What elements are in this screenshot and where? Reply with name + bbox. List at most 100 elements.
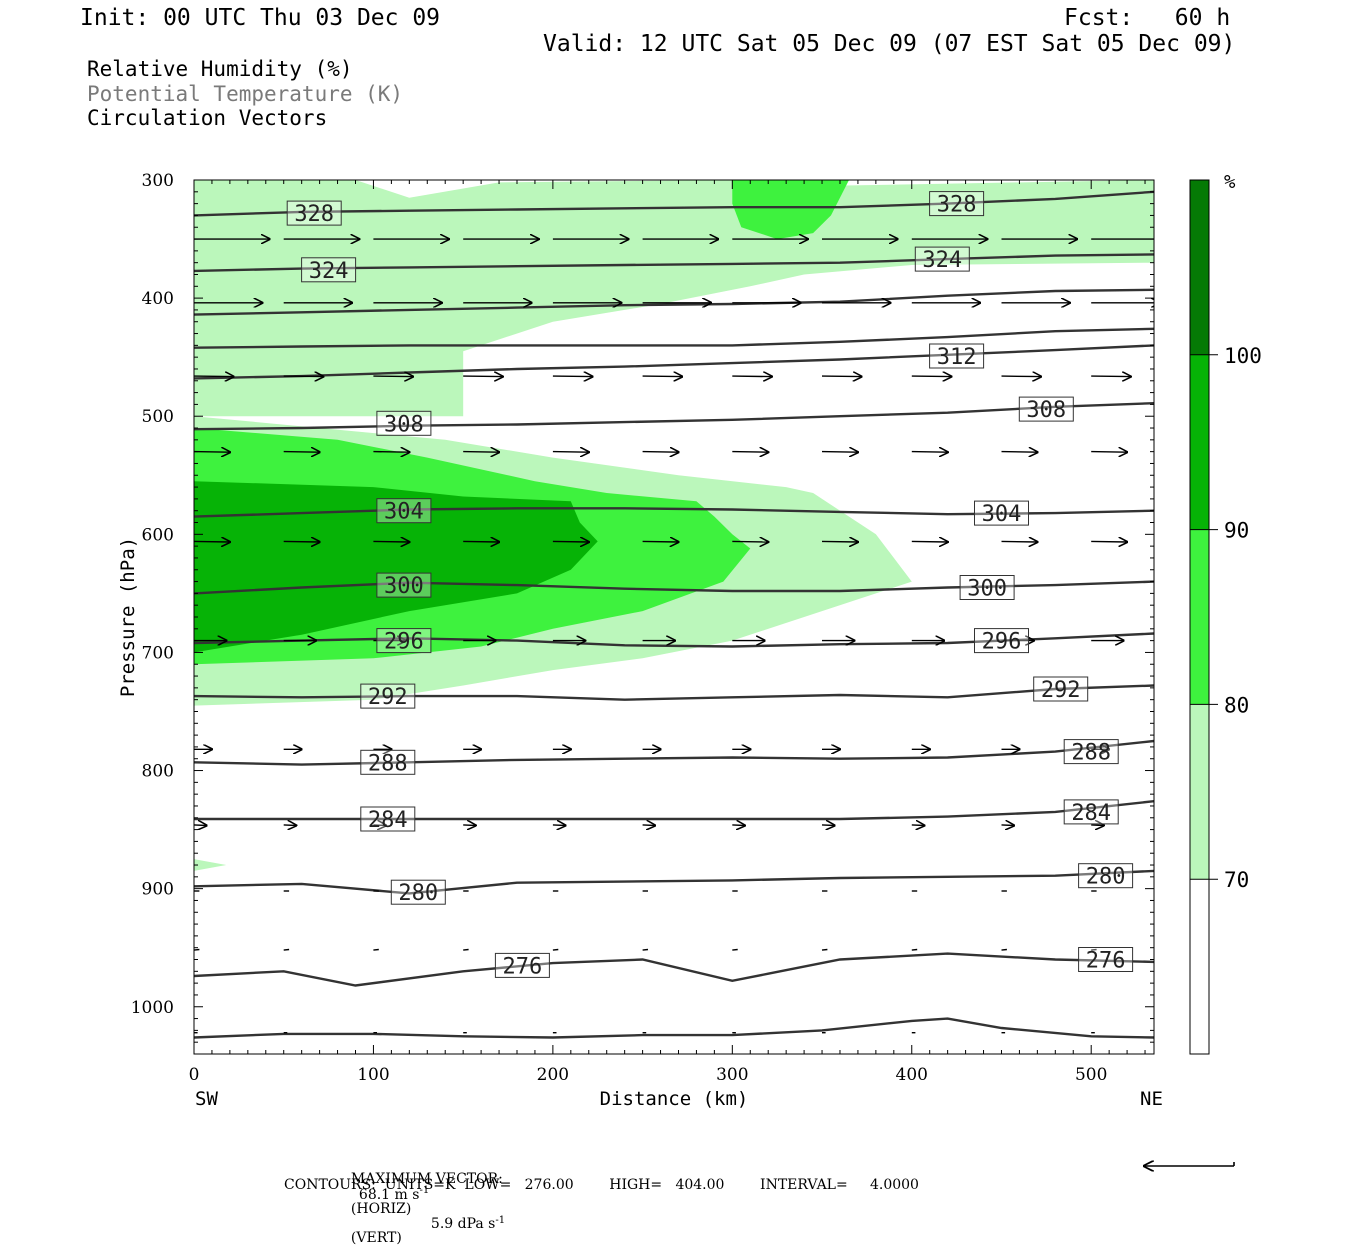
contour-label-text: 324 — [309, 259, 349, 284]
vector-arrow — [373, 376, 413, 377]
contour-label-box — [286, 200, 342, 226]
vector-arrow — [911, 825, 925, 826]
axis-tick-labels: 0 100 200 300 400 500 300 400 500 600 700 800 900 100… — [131, 171, 1108, 1085]
colorbar-segment — [1190, 529, 1209, 705]
colorbar-segment — [1190, 704, 1209, 880]
colorbar-label: 100 — [1224, 344, 1262, 368]
vector-arrow — [732, 541, 768, 542]
horiz-unit-exponent: -1 — [419, 1185, 430, 1196]
max-vector-line: MAXIMUM VECTOR: 68.1 m s-1 (HORIZ) 5.9 d… — [342, 1158, 505, 1245]
rh-region-90 — [194, 481, 598, 653]
vector-arrow — [1091, 948, 1097, 951]
contour-label-box — [376, 498, 432, 524]
contour-label-box — [974, 500, 1029, 526]
contour-label-box — [360, 749, 416, 775]
x-tick-label: 400 — [896, 1065, 928, 1085]
colorbar-label: 70 — [1224, 868, 1249, 892]
contour-label-300: 300 — [959, 575, 1015, 602]
contour-label-box — [376, 628, 432, 654]
theta-contour-280 — [194, 869, 1154, 895]
vector-arrow — [552, 452, 589, 453]
contour-label-text: 304 — [982, 502, 1022, 527]
cross-section-chart: 328 328 324 324 312 308 308 304 304 300 300 296 296 2… — [117, 171, 1262, 1200]
rh-region-80 — [732, 180, 849, 240]
contour-label-292: 292 — [1033, 676, 1089, 703]
contour-label-284: 284 — [1063, 799, 1119, 826]
vector-arrow — [373, 452, 409, 453]
vector-arrow — [463, 948, 469, 951]
x-tick-label: 0 — [189, 1065, 200, 1085]
contour-label-text: 280 — [398, 881, 438, 906]
theta-contour-304 — [194, 507, 1154, 518]
theta-contour-284 — [194, 800, 1154, 821]
x-end-label-ne: NE — [1140, 1088, 1163, 1110]
contour-label-text: 292 — [1041, 678, 1081, 703]
theta-contour-292 — [194, 684, 1154, 701]
valid-time: Valid: 12 UTC Sat 05 Dec 09 (07 EST Sat … — [543, 31, 1236, 57]
vector-arrow — [821, 376, 862, 377]
contour-label-text: 296 — [384, 630, 424, 655]
vector-arrow — [1091, 376, 1131, 377]
contour-label-text: 300 — [967, 577, 1007, 602]
reference-vector-arrow — [1144, 1162, 1235, 1166]
vector-arrow — [642, 376, 683, 377]
theta-contour-328 — [194, 190, 1154, 217]
vector-arrow — [1001, 948, 1007, 951]
contour-label-text: 288 — [368, 751, 408, 776]
x-axis-title: Distance (km) — [600, 1088, 749, 1110]
vector-arrow — [821, 452, 858, 453]
contours-info: CONTOURS: UNITS=K LOW= 276.00 HIGH= 404.… — [284, 1177, 919, 1193]
vector-arrow — [732, 376, 772, 377]
vector-arrow — [283, 376, 324, 377]
contour-label-300: 300 — [376, 572, 432, 599]
y-tick-label: 600 — [142, 525, 174, 545]
contour-label-296: 296 — [974, 628, 1029, 655]
contour-label-text: 276 — [503, 954, 543, 979]
contour-label-text: 280 — [1086, 865, 1126, 890]
contour-label-328: 328 — [929, 191, 985, 218]
x-end-label-sw: SW — [195, 1088, 218, 1110]
contour-label-text: 308 — [384, 412, 424, 437]
vector-arrow — [1091, 541, 1127, 542]
theta-contour-312 — [194, 344, 1154, 380]
vector-arrow — [373, 541, 409, 542]
contour-label-text: 312 — [937, 345, 977, 370]
y-tick-label: 300 — [142, 171, 174, 191]
circulation-vectors — [194, 239, 1154, 1034]
contour-label-box — [914, 246, 970, 272]
vector-arrow — [463, 541, 499, 542]
vector-arrow — [911, 541, 948, 542]
contour-label-296: 296 — [376, 628, 432, 655]
contour-label-box — [376, 572, 432, 598]
contour-label-box — [929, 191, 985, 217]
vector-arrow — [911, 376, 952, 377]
y-tick-label: 1000 — [131, 998, 174, 1018]
vector-arrow — [1001, 452, 1038, 453]
axis-ticks — [193, 179, 1154, 1055]
contour-label-280: 280 — [1078, 863, 1134, 890]
forecast-hour: Fcst: 60 h — [1064, 5, 1231, 31]
horiz-tag: (HORIZ) — [350, 1200, 412, 1217]
vector-arrow — [552, 825, 566, 826]
contour-label-text: 276 — [1086, 949, 1126, 974]
contour-label-text: 328 — [294, 202, 334, 227]
contour-label-text: 308 — [1026, 398, 1066, 423]
vector-arrow — [1001, 825, 1015, 826]
contour-label-308: 308 — [376, 410, 432, 437]
theta-contour-320 — [194, 288, 1154, 316]
vector-arrow — [1091, 825, 1104, 826]
vector-arrow — [821, 825, 835, 826]
colorbar-segment — [1190, 879, 1209, 1054]
theta-contour-316 — [194, 327, 1154, 349]
vector-arrow — [821, 948, 828, 951]
contour-label-text: 284 — [368, 808, 408, 833]
vector-arrow — [283, 541, 320, 542]
vector-arrow — [911, 452, 948, 453]
contour-label-304: 304 — [376, 498, 432, 525]
vector-arrow — [732, 825, 745, 826]
vector-arrow — [552, 376, 593, 377]
theta-contour-labels: 328 328 324 324 312 308 308 304 304 300 300 296 296 2… — [286, 191, 1134, 979]
contour-label-284: 284 — [360, 806, 416, 833]
vector-arrow — [194, 541, 230, 542]
contour-label-text: 292 — [368, 685, 408, 710]
